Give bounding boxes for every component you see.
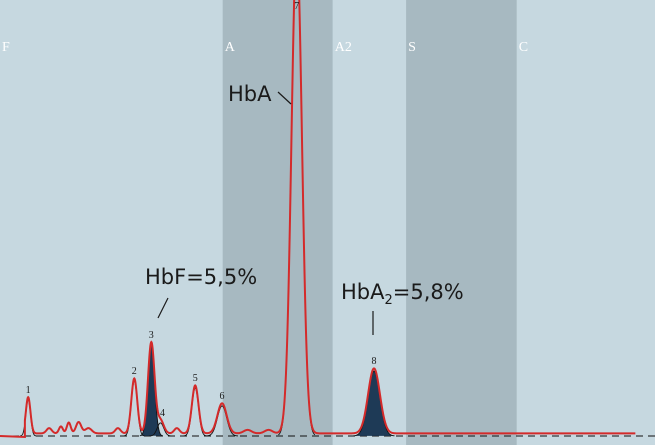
peak-label-8: 8 (372, 356, 377, 367)
peak-label-4: 4 (160, 408, 165, 419)
peak-label-6: 6 (220, 391, 225, 402)
zone-a (222, 0, 333, 445)
peak-fill-8 (353, 371, 395, 436)
annotation-hbf: HbF=5,5% (145, 265, 257, 289)
zone-a2 (332, 0, 407, 445)
annotation-hba-leader (277, 91, 292, 105)
zone-c (516, 0, 655, 445)
annotation-hba2: HbA2=5,8% (341, 280, 464, 308)
peak-fit-5 (183, 387, 207, 437)
peak-label-1: 1 (26, 385, 31, 396)
peak-label-5: 5 (193, 373, 198, 384)
zone-f (0, 0, 223, 445)
zone-label-c: C (519, 40, 528, 55)
peak-fill-3 (139, 344, 163, 436)
zone-label-s: S (408, 40, 416, 55)
annotation-hbf-leader (157, 297, 169, 319)
peak-label-3: 3 (149, 330, 154, 341)
zone-label-a2: A2 (335, 40, 352, 55)
peak-fit-6 (206, 405, 238, 437)
trace-line (0, 0, 636, 439)
peak-fit-4 (149, 422, 172, 437)
zone-label-f: F (2, 40, 10, 55)
peak-fit-8 (353, 370, 395, 437)
zone-label-a: A (225, 40, 236, 55)
peak-label-2: 2 (132, 366, 137, 377)
peak-label-7: 7 (294, 1, 299, 12)
annotation-hba: HbA (228, 82, 272, 106)
zone-s (406, 0, 517, 445)
